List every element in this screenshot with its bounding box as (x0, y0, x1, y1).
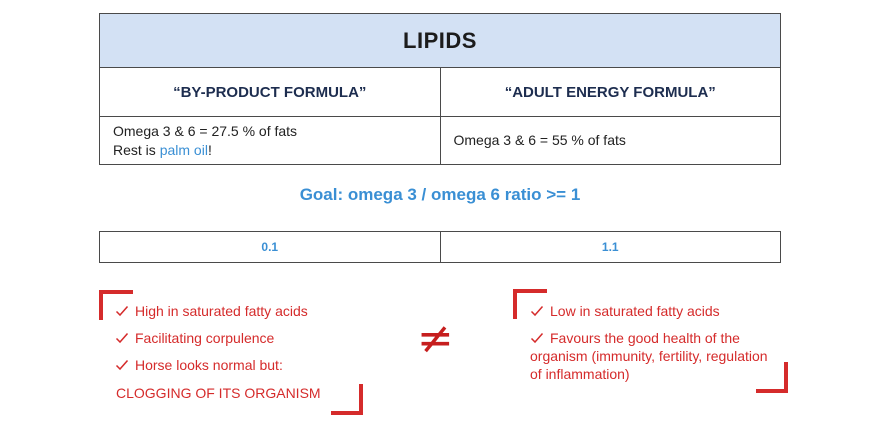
list-item: Low in saturated fatty acids (530, 303, 720, 319)
adult-energy-formula-header: “ADULT ENERGY FORMULA” (439, 67, 781, 117)
check-icon (530, 306, 544, 317)
adult-energy-formula-cell: Omega 3 & 6 = 55 % of fats (439, 116, 781, 165)
clogging-conclusion: CLOGGING OF ITS ORGANISM (116, 385, 321, 401)
list-item-continuation: of inflammation) (530, 366, 630, 382)
check-icon (115, 306, 129, 317)
left-list-bottom-bracket (331, 384, 363, 415)
rest-suffix: ! (207, 141, 212, 158)
check-icon (115, 333, 129, 344)
adult-energy-omega-text: Omega 3 & 6 = 55 % of fats (453, 132, 626, 148)
list-item-continuation: organism (immunity, fertility, regulatio… (530, 348, 768, 364)
by-product-formula-header: “BY-PRODUCT FORMULA” (99, 67, 441, 117)
list-item: Favours the good health of the (530, 330, 740, 346)
list-item: Facilitating corpulence (115, 330, 274, 346)
goal-text: Goal: omega 3 / omega 6 ratio >= 1 (299, 185, 581, 204)
rest-prefix: Rest is (113, 141, 160, 158)
check-icon (115, 360, 129, 371)
lipids-title: LIPIDS (99, 13, 781, 68)
lipids-table: LIPIDS “BY-PRODUCT FORMULA” “ADULT ENERG… (99, 13, 781, 165)
list-item: High in saturated fatty acids (115, 303, 308, 319)
right-list-top-bracket (513, 289, 547, 319)
list-item: Horse looks normal but: (115, 357, 283, 373)
ratio-adult-energy: 1.1 (439, 231, 781, 263)
by-product-omega-text: Omega 3 & 6 = 27.5 % of fats (113, 122, 298, 139)
left-list-top-bracket (99, 290, 133, 320)
by-product-rest-text: Rest is palm oil! (113, 141, 440, 160)
right-list-bottom-bracket (756, 362, 788, 393)
not-equal-symbol: ≠ (417, 313, 454, 364)
ratio-table: 0.1 1.1 (99, 231, 781, 263)
palm-oil-highlight: palm oil (159, 141, 208, 158)
by-product-formula-cell: Omega 3 & 6 = 27.5 % of fats Rest is pal… (99, 116, 441, 165)
check-icon (530, 333, 544, 344)
ratio-by-product: 0.1 (99, 231, 441, 263)
